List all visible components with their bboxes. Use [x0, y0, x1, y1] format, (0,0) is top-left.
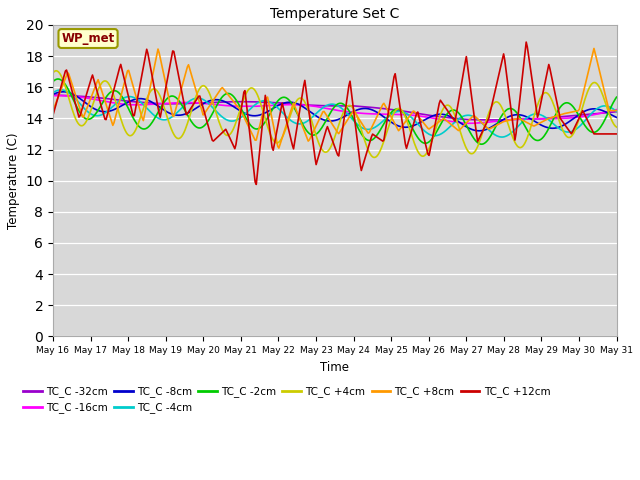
- TC_C -4cm: [612, 108, 620, 114]
- TC_C -16cm: [318, 105, 326, 110]
- TC_C +8cm: [318, 111, 326, 117]
- TC_C +12cm: [321, 131, 329, 136]
- TC_C -8cm: [49, 92, 57, 97]
- Line: TC_C -2cm: TC_C -2cm: [53, 79, 616, 144]
- TC_C +12cm: [386, 102, 394, 108]
- TC_C -2cm: [386, 112, 394, 118]
- TC_C -8cm: [475, 128, 483, 134]
- TC_C -2cm: [612, 94, 620, 100]
- TC_C +4cm: [49, 70, 57, 76]
- TC_C +4cm: [513, 143, 521, 149]
- TC_C -32cm: [317, 103, 324, 108]
- Line: TC_C +4cm: TC_C +4cm: [53, 71, 616, 157]
- TC_C -32cm: [354, 103, 362, 109]
- TC_C -4cm: [57, 87, 65, 93]
- TC_C -8cm: [612, 115, 620, 120]
- TC_C -8cm: [386, 118, 394, 124]
- TC_C +4cm: [371, 155, 379, 160]
- TC_C -8cm: [602, 109, 609, 115]
- TC_C -32cm: [612, 109, 620, 115]
- Line: TC_C -16cm: TC_C -16cm: [53, 96, 616, 123]
- TC_C -4cm: [513, 124, 521, 130]
- TC_C +12cm: [602, 131, 609, 137]
- TC_C -8cm: [355, 107, 363, 112]
- Y-axis label: Temperature (C): Temperature (C): [7, 132, 20, 229]
- TC_C +12cm: [612, 131, 620, 137]
- TC_C -2cm: [513, 110, 521, 116]
- TC_C +8cm: [321, 110, 329, 116]
- TC_C -32cm: [320, 103, 328, 108]
- TC_C +8cm: [602, 92, 609, 98]
- TC_C +8cm: [386, 111, 394, 117]
- TC_C -2cm: [321, 119, 329, 125]
- TC_C -16cm: [513, 116, 521, 122]
- TC_C +8cm: [275, 145, 283, 151]
- TC_C -4cm: [318, 106, 326, 111]
- TC_C -4cm: [321, 103, 329, 109]
- TC_C -16cm: [602, 109, 609, 115]
- TC_C -8cm: [60, 89, 67, 95]
- TC_C +12cm: [318, 142, 326, 148]
- Legend: TC_C -32cm, TC_C -16cm, TC_C -8cm, TC_C -4cm, TC_C -2cm, TC_C +4cm, TC_C +8cm, T: TC_C -32cm, TC_C -16cm, TC_C -8cm, TC_C …: [19, 382, 554, 418]
- TC_C +4cm: [355, 120, 363, 125]
- TC_C -2cm: [54, 76, 61, 82]
- TC_C -32cm: [49, 92, 57, 98]
- Line: TC_C +8cm: TC_C +8cm: [53, 48, 616, 148]
- TC_C +12cm: [355, 152, 363, 158]
- TC_C -32cm: [512, 117, 520, 122]
- TC_C -4cm: [49, 90, 57, 96]
- TC_C +4cm: [387, 118, 394, 123]
- TC_C -16cm: [612, 107, 620, 112]
- TC_C -16cm: [321, 105, 329, 111]
- TC_C -4cm: [499, 134, 506, 140]
- Line: TC_C +12cm: TC_C +12cm: [53, 42, 616, 184]
- TC_C +4cm: [602, 99, 609, 105]
- TC_C -2cm: [355, 127, 363, 133]
- TC_C +8cm: [612, 108, 620, 113]
- X-axis label: Time: Time: [320, 361, 349, 374]
- TC_C -4cm: [386, 113, 394, 119]
- TC_C -8cm: [321, 118, 329, 123]
- TC_C -16cm: [49, 93, 57, 98]
- TC_C +12cm: [512, 131, 520, 136]
- TC_C -8cm: [513, 112, 521, 118]
- TC_C -2cm: [477, 141, 485, 147]
- TC_C -8cm: [318, 116, 326, 122]
- TC_C +12cm: [49, 112, 57, 118]
- Line: TC_C -8cm: TC_C -8cm: [53, 92, 616, 131]
- TC_C +12cm: [522, 39, 530, 45]
- TC_C -16cm: [355, 110, 363, 116]
- Text: WP_met: WP_met: [61, 32, 115, 45]
- Title: Temperature Set C: Temperature Set C: [270, 7, 399, 21]
- TC_C -32cm: [600, 110, 608, 116]
- TC_C -4cm: [355, 123, 363, 129]
- Line: TC_C -4cm: TC_C -4cm: [53, 90, 616, 137]
- Line: TC_C -32cm: TC_C -32cm: [53, 95, 616, 120]
- TC_C -32cm: [490, 117, 497, 123]
- TC_C +8cm: [512, 116, 520, 122]
- TC_C +4cm: [321, 149, 329, 155]
- TC_C -2cm: [602, 116, 609, 122]
- TC_C -2cm: [49, 79, 57, 84]
- TC_C +8cm: [355, 116, 363, 122]
- TC_C +8cm: [49, 108, 57, 113]
- TC_C -32cm: [385, 106, 392, 112]
- TC_C +8cm: [590, 46, 598, 51]
- TC_C -16cm: [386, 111, 394, 117]
- TC_C -4cm: [602, 103, 609, 109]
- TC_C -16cm: [51, 93, 59, 98]
- TC_C +12cm: [252, 181, 260, 187]
- TC_C +4cm: [612, 124, 620, 130]
- TC_C -2cm: [318, 125, 326, 131]
- TC_C -16cm: [463, 120, 470, 126]
- TC_C +4cm: [318, 146, 326, 152]
- TC_C +4cm: [52, 68, 60, 73]
